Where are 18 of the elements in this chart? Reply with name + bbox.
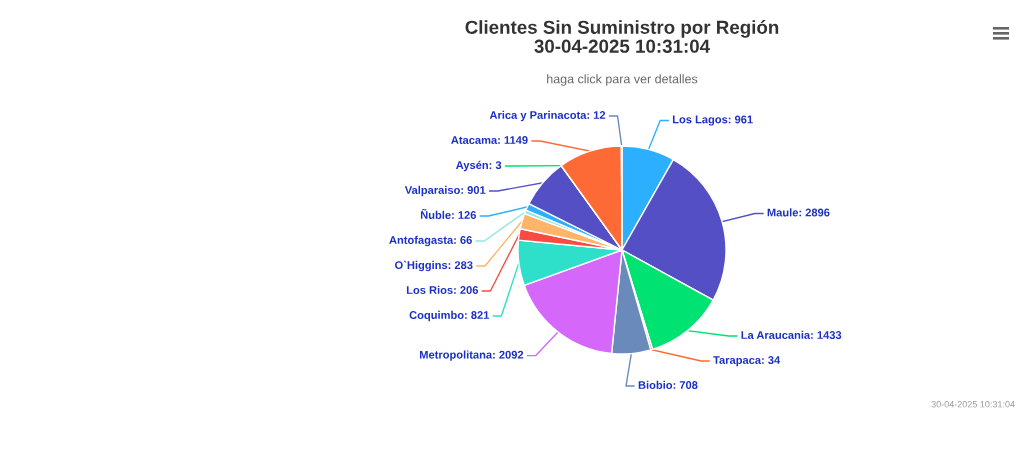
data-label: Los Rios: 206 — [406, 285, 479, 294]
data-label: Maule: 2896 — [767, 208, 830, 217]
data-label: Tarapaca: 34 — [713, 356, 781, 367]
data-label: Aysén: 3 — [455, 160, 502, 172]
data-label: O`Higgins: 283 — [395, 260, 473, 272]
data-label: La Araucania: 1433 — [741, 330, 842, 339]
chart-subtitle: haga click para ver detalles — [547, 74, 698, 86]
chart-title: Clientes Sin Suministro por Región 30-04-2025 10:31:04 — [465, 20, 779, 53]
data-label: Metropolitana: 2092 — [420, 350, 524, 361]
data-label: Atacama: 1149 — [451, 136, 528, 144]
data-label: Biobio: 708 — [638, 380, 698, 389]
data-label: Valparaiso: 901 — [404, 185, 486, 197]
data-label: Coquimbo: 821 — [409, 310, 490, 322]
data-label: Ñuble: 126 — [420, 208, 476, 219]
data-label: Arica y Parinacota: 12 — [489, 110, 606, 122]
data-label: Antofagasta: 66 — [389, 235, 472, 247]
text: 30-04-2025 10:31:04 — [931, 401, 1015, 408]
data-label: Los Lagos: 961 — [672, 115, 753, 126]
